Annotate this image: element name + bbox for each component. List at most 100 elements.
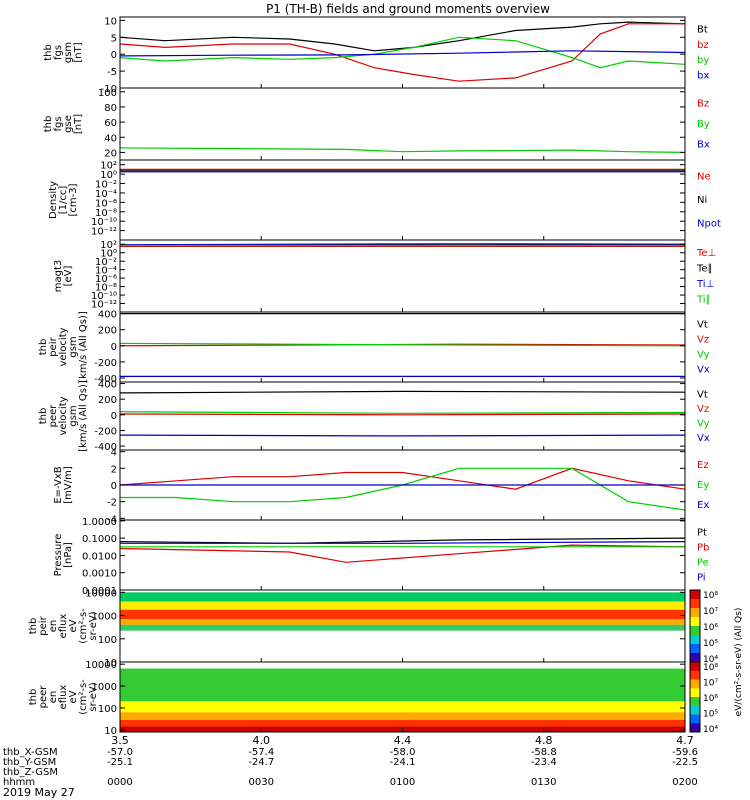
colorbar-label: eV/(cm²-s-sr-eV) (All Qs) (734, 608, 744, 717)
peer_velocity-legend-3: Vx (697, 433, 710, 444)
colorbar-tick-label: 10⁴ (703, 655, 718, 665)
peer_eflux-ytick-label: 10 (104, 726, 117, 737)
peir_velocity-ytick-label: 400 (98, 310, 117, 321)
temperature-ytick-label: 10⁻¹² (91, 300, 117, 311)
pressure-legend-2: Pe (697, 558, 709, 569)
peer_eflux-ytick-label: 10000 (85, 660, 117, 671)
panel-fgs_gsm: -10 -5 0 5 10 thbfgsgsm[nT] Bt bz by bx (43, 16, 709, 95)
fgs_gse-ytick-label: 40 (104, 133, 117, 144)
ephemeris-value: -58.8 (531, 747, 557, 758)
panel-fgs_gse: 20 40 60 80 100 thbfgsgse[nT] Bz By Bx (43, 87, 710, 161)
ephemeris-value: -24.1 (390, 757, 416, 768)
ephemeris-value: -25.1 (107, 757, 133, 768)
peer_velocity-legend-1: Vz (697, 404, 709, 415)
peir_velocity-ytick-label: -200 (94, 358, 117, 369)
fgs_gsm-series-1 (119, 23, 685, 82)
peir_velocity-series-2 (119, 342, 686, 347)
e_field-ytick-label: 0 (111, 481, 117, 492)
colorbar-tick-label: 10⁶ (703, 694, 718, 704)
peer_velocity-series-0 (119, 390, 686, 394)
fgs_gse-legend-0: Bz (697, 98, 709, 109)
peir_eflux-band-3 (120, 619, 685, 625)
fgs_gse-series-1 (119, 147, 686, 153)
density-ytick-label: 10⁻¹² (91, 227, 117, 238)
pressure-ytick-label: 1.0000 (82, 517, 117, 528)
peer_velocity-ytick-label: -400 (94, 442, 117, 453)
x-tick-label: 4.8 (535, 734, 553, 747)
peir_velocity-legend-3: Vx (697, 365, 710, 376)
peir_eflux-ylabel: thbpeirenefluxeV(cm²-s-sr-eV) (28, 608, 99, 644)
ephemeris-row-label: thb_Y-GSM (3, 757, 56, 768)
density-ytick-label: 10⁻² (95, 180, 117, 191)
temperature-ytick-label: 10⁻⁴ (95, 266, 117, 277)
plot-title: P1 (TH-B) fields and ground moments over… (266, 2, 550, 16)
ephemeris-value: -57.0 (107, 747, 133, 758)
peir_eflux-band-2 (120, 609, 685, 620)
fgs_gsm-ytick-label: -10 (101, 84, 117, 95)
ephemeris-value: 0130 (531, 777, 556, 788)
e_field-ytick-label: 4 (111, 448, 117, 459)
temperature-legend-0: Te⊥ (696, 248, 716, 259)
pressure-ytick-label: 0.0001 (82, 586, 117, 597)
colorbar-tick-label: 10⁷ (703, 607, 718, 617)
peir_velocity-ylabel: thbpeirvelocitygsm[km/s (All Qs)] (38, 311, 89, 383)
peer_eflux-ylabel: thbpeerenefluxeV(cm²-s-sr-eV) (28, 679, 99, 715)
density-ytick-label: 10² (100, 161, 117, 172)
ephemeris-value: -23.4 (531, 757, 557, 768)
peer_velocity-series-1 (119, 413, 686, 416)
ephemeris-value: -57.4 (248, 747, 274, 758)
peir_velocity-ytick-label: 0 (111, 342, 117, 353)
temperature-ytick-label: 10⁻⁶ (95, 274, 117, 285)
peir_eflux-ytick-label: 10 (104, 658, 117, 669)
peer_velocity-ytick-label: 400 (98, 380, 117, 391)
colorbar-top: 10⁸ 10⁷ 10⁶ 10⁵ 10⁴ (689, 589, 718, 665)
temperature-ytick-label: 10⁻² (95, 257, 117, 268)
panel-peir_eflux: 10 100 1000 10000 thbpeirenefluxeV(cm²-s-sr-… (28, 588, 686, 669)
ephemeris-value: 0200 (672, 777, 697, 788)
peer_eflux-ytick-label: 100 (98, 704, 117, 715)
e_field-legend-1: Ey (697, 480, 709, 491)
ephemeris-row-label: thb_Z-GSM (3, 767, 58, 778)
peer_eflux-band-3 (120, 719, 685, 727)
density-ytick-label: 10⁰ (100, 170, 117, 181)
colorbar-tick-label: 10⁸ (703, 663, 718, 673)
density-ytick-label: 10⁻⁶ (95, 198, 117, 209)
x-tick-label: 4.0 (253, 734, 271, 747)
panel-peer_eflux: 10 100 1000 10000 thbpeerenefluxeV(cm²-s-sr-… (28, 660, 686, 737)
temperature-ylabel: magt3[eV] (53, 260, 74, 293)
temperature-legend-3: Ti∥ (696, 294, 711, 305)
e_field-series-0 (119, 467, 686, 490)
temperature-ytick-label: 10⁻⁸ (95, 283, 117, 294)
colorbar-bottom: 10⁸ 10⁷ 10⁶ 10⁵ 10⁴ (689, 661, 718, 735)
fgs_gsm-ytick-label: 0 (111, 50, 117, 61)
fgs_gsm-legend-1: bz (697, 40, 709, 51)
panel-peer_velocity: -400 -200 0 200 400 thbpeervelocitygsm[km/s (… (38, 380, 710, 454)
density-ytick-label: 10⁻⁴ (95, 189, 117, 200)
pressure-legend-3: Pi (697, 573, 706, 584)
temperature-ytick-label: 10⁻¹⁰ (91, 291, 117, 302)
temperature-legend-2: Ti⊥ (696, 279, 714, 290)
pressure-series-0 (119, 537, 686, 544)
density-ytick-label: 10⁻¹⁰ (91, 217, 117, 228)
fgs_gse-ytick-label: 100 (98, 88, 117, 99)
x-tick-label: 3.5 (111, 734, 129, 747)
peir_eflux-band-1 (120, 601, 685, 610)
fgs_gse-legend-2: Bx (697, 140, 710, 151)
peer_velocity-series-2 (119, 411, 686, 414)
peer_velocity-ylabel: thbpeervelocitygsm[km/s (All Qs)] (38, 380, 89, 452)
panels-group: -10-50510thbfgsgsm[nT]Btbzbybx2040608010… (28, 16, 744, 736)
pressure-ytick-label: 0.0100 (82, 551, 117, 562)
panel-peir_velocity: -400 -200 0 200 400 thbpeirvelocitygsm[km/s (… (38, 310, 710, 385)
e_field-legend-0: Ez (697, 460, 709, 471)
e_field-ytick-label: -4 (107, 514, 117, 525)
fgs_gsm-ytick-label: -5 (107, 67, 117, 78)
fgs_gse-ytick-label: 60 (104, 118, 117, 129)
fgs_gsm-legend-0: Bt (697, 25, 708, 36)
panel-e_field: -4 -2 0 2 4 E=-VxB[mV/m] Ez Ey Ex (53, 448, 709, 526)
fgs_gse-ytick-label: 80 (104, 103, 117, 114)
date-label: 2019 May 27 (3, 786, 75, 799)
